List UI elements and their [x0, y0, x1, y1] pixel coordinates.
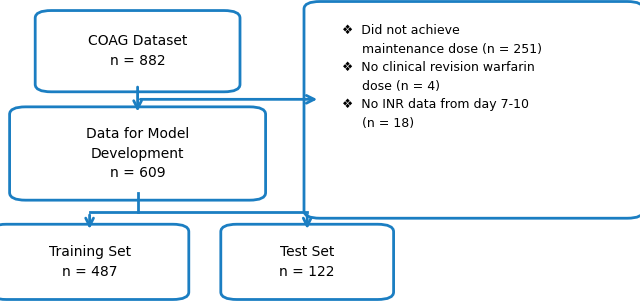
Text: Test Set
n = 122: Test Set n = 122 — [280, 245, 335, 279]
Text: ❖  Did not achieve
     maintenance dose (n = 251)
❖  No clinical revision warfa: ❖ Did not achieve maintenance dose (n = … — [342, 24, 543, 129]
Text: Data for Model
Development
n = 609: Data for Model Development n = 609 — [86, 127, 189, 180]
FancyBboxPatch shape — [35, 11, 240, 92]
FancyBboxPatch shape — [0, 224, 189, 299]
Text: Training Set
n = 487: Training Set n = 487 — [49, 245, 131, 279]
FancyBboxPatch shape — [10, 107, 266, 200]
FancyBboxPatch shape — [304, 2, 640, 218]
Text: COAG Dataset
n = 882: COAG Dataset n = 882 — [88, 34, 188, 68]
FancyBboxPatch shape — [221, 224, 394, 299]
